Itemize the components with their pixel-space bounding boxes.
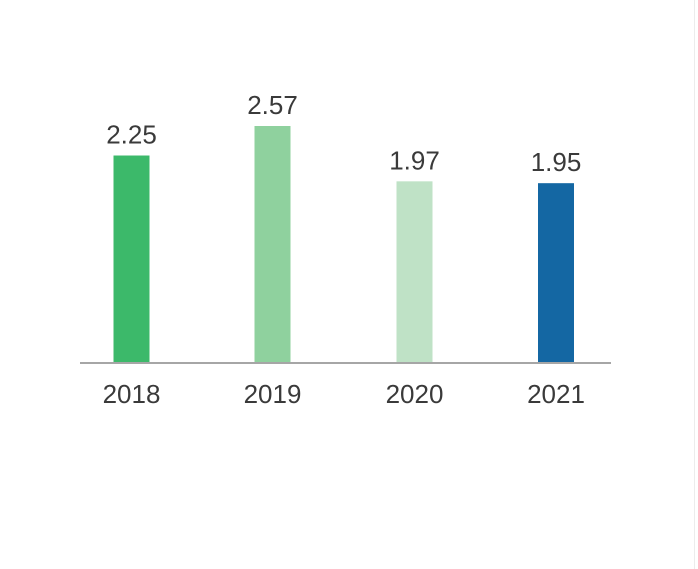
bar-2020 <box>396 181 433 363</box>
bar-2019 <box>254 126 291 363</box>
x-tick-label-2018: 2018 <box>103 379 161 409</box>
value-label-2018: 2.25 <box>106 120 157 150</box>
x-tick-label-2019: 2019 <box>244 379 302 409</box>
value-label-2019: 2.57 <box>247 90 298 120</box>
bar-2021 <box>538 183 574 363</box>
value-label-2020: 1.97 <box>389 145 440 175</box>
bar-2018 <box>113 155 150 363</box>
value-label-2021: 1.95 <box>531 147 582 177</box>
bars-group <box>113 126 574 363</box>
value-labels-group: 2.25 2.57 1.97 1.95 <box>106 90 581 177</box>
page-edge-divider <box>694 0 695 569</box>
x-tick-labels-group: 2018 2019 2020 2021 <box>103 379 585 409</box>
x-tick-label-2021: 2021 <box>527 379 585 409</box>
x-tick-label-2020: 2020 <box>386 379 444 409</box>
